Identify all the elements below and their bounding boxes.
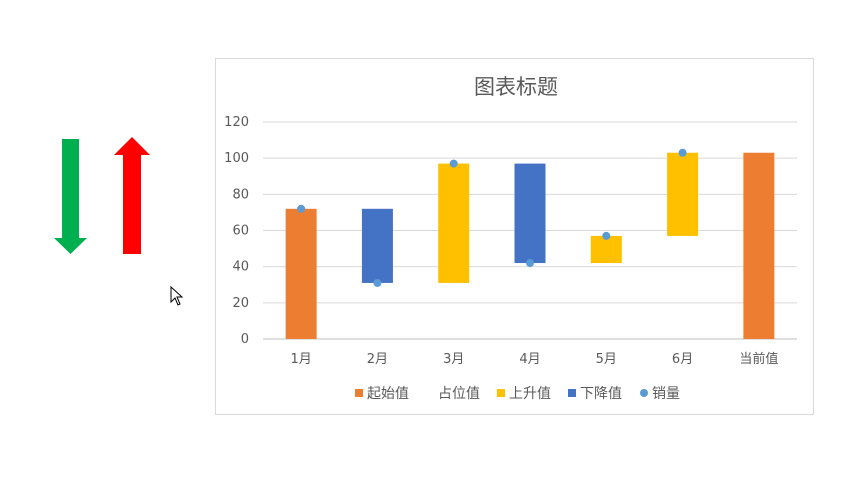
waterfall-chart: 图表标题 0 20 40 60 80 100 120 1月 2月 3月 4月 5月 6月 当前值 起始值… [224,75,797,402]
x-tick-label: 5月 [596,352,617,367]
bar-7 [743,152,775,339]
legend-label: 占位值 [438,386,480,402]
legend: 起始值 占位值 上升值 下降值 销量 [355,386,680,402]
bar-5 [590,235,622,264]
sales-point [678,148,687,157]
legend-label: 销量 [652,386,680,402]
y-tick-label: 60 [232,224,249,239]
y-tick-label: 0 [241,332,249,347]
x-tick-label: 3月 [443,352,464,367]
chart-area[interactable]: 图表标题 0 20 40 60 80 100 120 1月 2月 3月 4月 5月 6月 当前值 起始值… [215,58,814,415]
bar-1 [285,208,317,339]
y-tick-label: 100 [224,151,249,166]
x-tick-label: 4月 [519,352,540,367]
x-tick-label: 6月 [672,352,693,367]
legend-label: 起始值 [367,386,409,402]
x-tick-label: 1月 [291,352,312,367]
sales-point [526,259,534,268]
sales-points [297,148,687,287]
bar-6 [667,152,699,236]
down-arrow-icon [54,139,87,254]
arrows-graphic [54,137,150,254]
y-axis-tick-labels: 0 20 40 60 80 100 120 [224,115,249,347]
x-tick-label: 2月 [367,352,388,367]
sales-point [373,278,382,287]
bar-3 [438,163,470,283]
legend-swatch [497,389,505,397]
legend-swatch [568,389,576,397]
y-tick-label: 80 [232,187,249,202]
x-axis-tick-labels: 1月 2月 3月 4月 5月 6月 当前值 [291,351,779,367]
y-tick-label: 20 [232,296,249,311]
bar-2 [361,208,393,283]
sales-point [602,231,611,240]
legend-swatch [355,389,363,397]
legend-label: 下降值 [580,386,622,402]
mouse-pointer-icon [170,286,184,306]
sales-point [449,159,458,168]
chart-title: 图表标题 [474,75,558,99]
y-tick-label: 40 [232,260,249,275]
bars [285,152,775,339]
bar-4 [514,163,546,264]
legend-label: 上升值 [509,386,551,402]
up-arrow-icon [114,137,150,254]
legend-swatch [640,389,648,397]
sales-point [297,204,306,213]
x-tick-label: 当前值 [739,351,778,367]
y-tick-label: 120 [224,115,249,130]
